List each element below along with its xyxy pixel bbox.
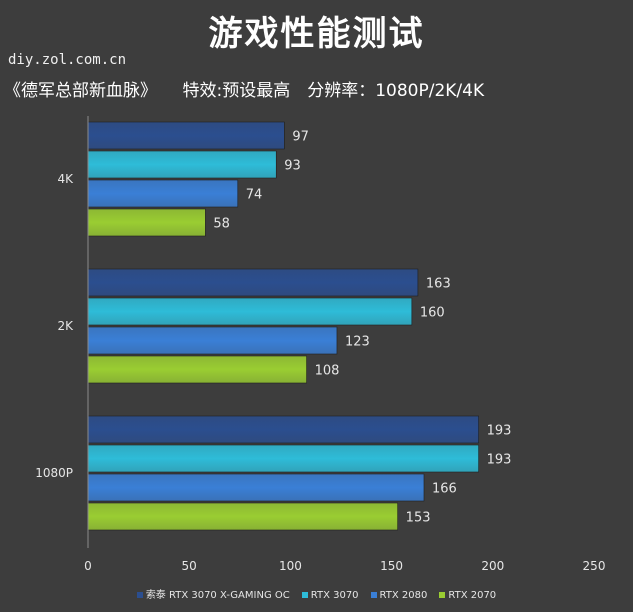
x-tick-label-100: 100 (279, 559, 302, 573)
bar-4k-series-0 (87, 121, 285, 150)
chart-title: 游戏性能测试 (208, 14, 425, 54)
legend-swatch-2 (370, 592, 377, 598)
value-label-2k-series-3: 108 (315, 364, 340, 379)
value-label-2k-series-0: 163 (426, 277, 451, 292)
legend-label-0: 索泰 RTX 3070 X-GAMING OC (145, 590, 290, 601)
bar-2k-series-3 (87, 355, 307, 384)
value-label-1080p-series-2: 166 (432, 482, 457, 497)
legend-swatch-3 (439, 592, 446, 598)
legend-swatch-0 (136, 592, 143, 598)
chart-subtitle: 《德军总部新血脉》 特效:预设最高 分辨率：1080P/2K/4K (4, 81, 485, 101)
legend-item-0: 索泰 RTX 3070 X-GAMING OC (136, 586, 290, 601)
legend-label-1: RTX 3070 (310, 590, 359, 601)
x-tick-label-50: 50 (182, 559, 197, 573)
bar-4k-series-1 (87, 150, 277, 179)
x-tick-label-200: 200 (481, 559, 504, 573)
value-label-1080p-series-0: 193 (487, 424, 512, 439)
x-tick-label-0: 0 (84, 559, 92, 573)
bar-2k-series-2 (87, 326, 338, 355)
category-label-2k: 2K (57, 319, 74, 333)
bar-4k-series-3 (87, 208, 206, 237)
legend-item-1: RTX 3070 (301, 590, 359, 601)
value-label-1080p-series-3: 153 (406, 511, 431, 526)
watermark: diy.zol.com.cn (8, 52, 127, 68)
bar-4k-series-2 (87, 179, 239, 208)
bar-1080p-series-0 (87, 415, 479, 444)
x-tick-label-250: 250 (583, 559, 606, 573)
value-label-2k-series-2: 123 (345, 335, 370, 350)
value-label-4k-series-0: 97 (292, 130, 309, 145)
bar-2k-series-1 (87, 297, 413, 326)
value-label-4k-series-3: 58 (213, 217, 230, 232)
bar-2k-series-0 (87, 268, 419, 297)
bar-1080p-series-1 (87, 444, 479, 473)
legend-label-3: RTX 2070 (448, 590, 497, 601)
legend-item-3: RTX 2070 (439, 590, 496, 601)
x-tick-label-150: 150 (380, 559, 403, 573)
legend-label-2: RTX 2080 (379, 590, 428, 601)
value-label-1080p-series-1: 193 (487, 453, 512, 468)
category-label-1080p: 1080P (35, 466, 73, 480)
bar-1080p-series-3 (87, 502, 398, 531)
category-label-4k: 4K (57, 172, 74, 186)
value-label-4k-series-2: 74 (246, 188, 263, 203)
bar-1080p-series-2 (87, 473, 425, 502)
legend-swatch-1 (301, 592, 308, 598)
value-label-2k-series-1: 160 (420, 306, 445, 321)
legend-item-2: RTX 2080 (370, 590, 428, 601)
value-label-4k-series-1: 93 (284, 159, 301, 174)
legend: 索泰 RTX 3070 X-GAMING OC RTX 3070 RTX 2080 R… (0, 586, 633, 601)
